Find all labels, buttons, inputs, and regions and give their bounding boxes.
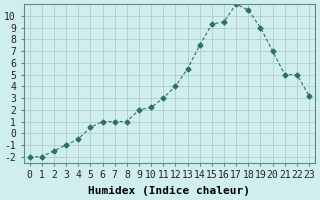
X-axis label: Humidex (Indice chaleur): Humidex (Indice chaleur) [88,186,250,196]
